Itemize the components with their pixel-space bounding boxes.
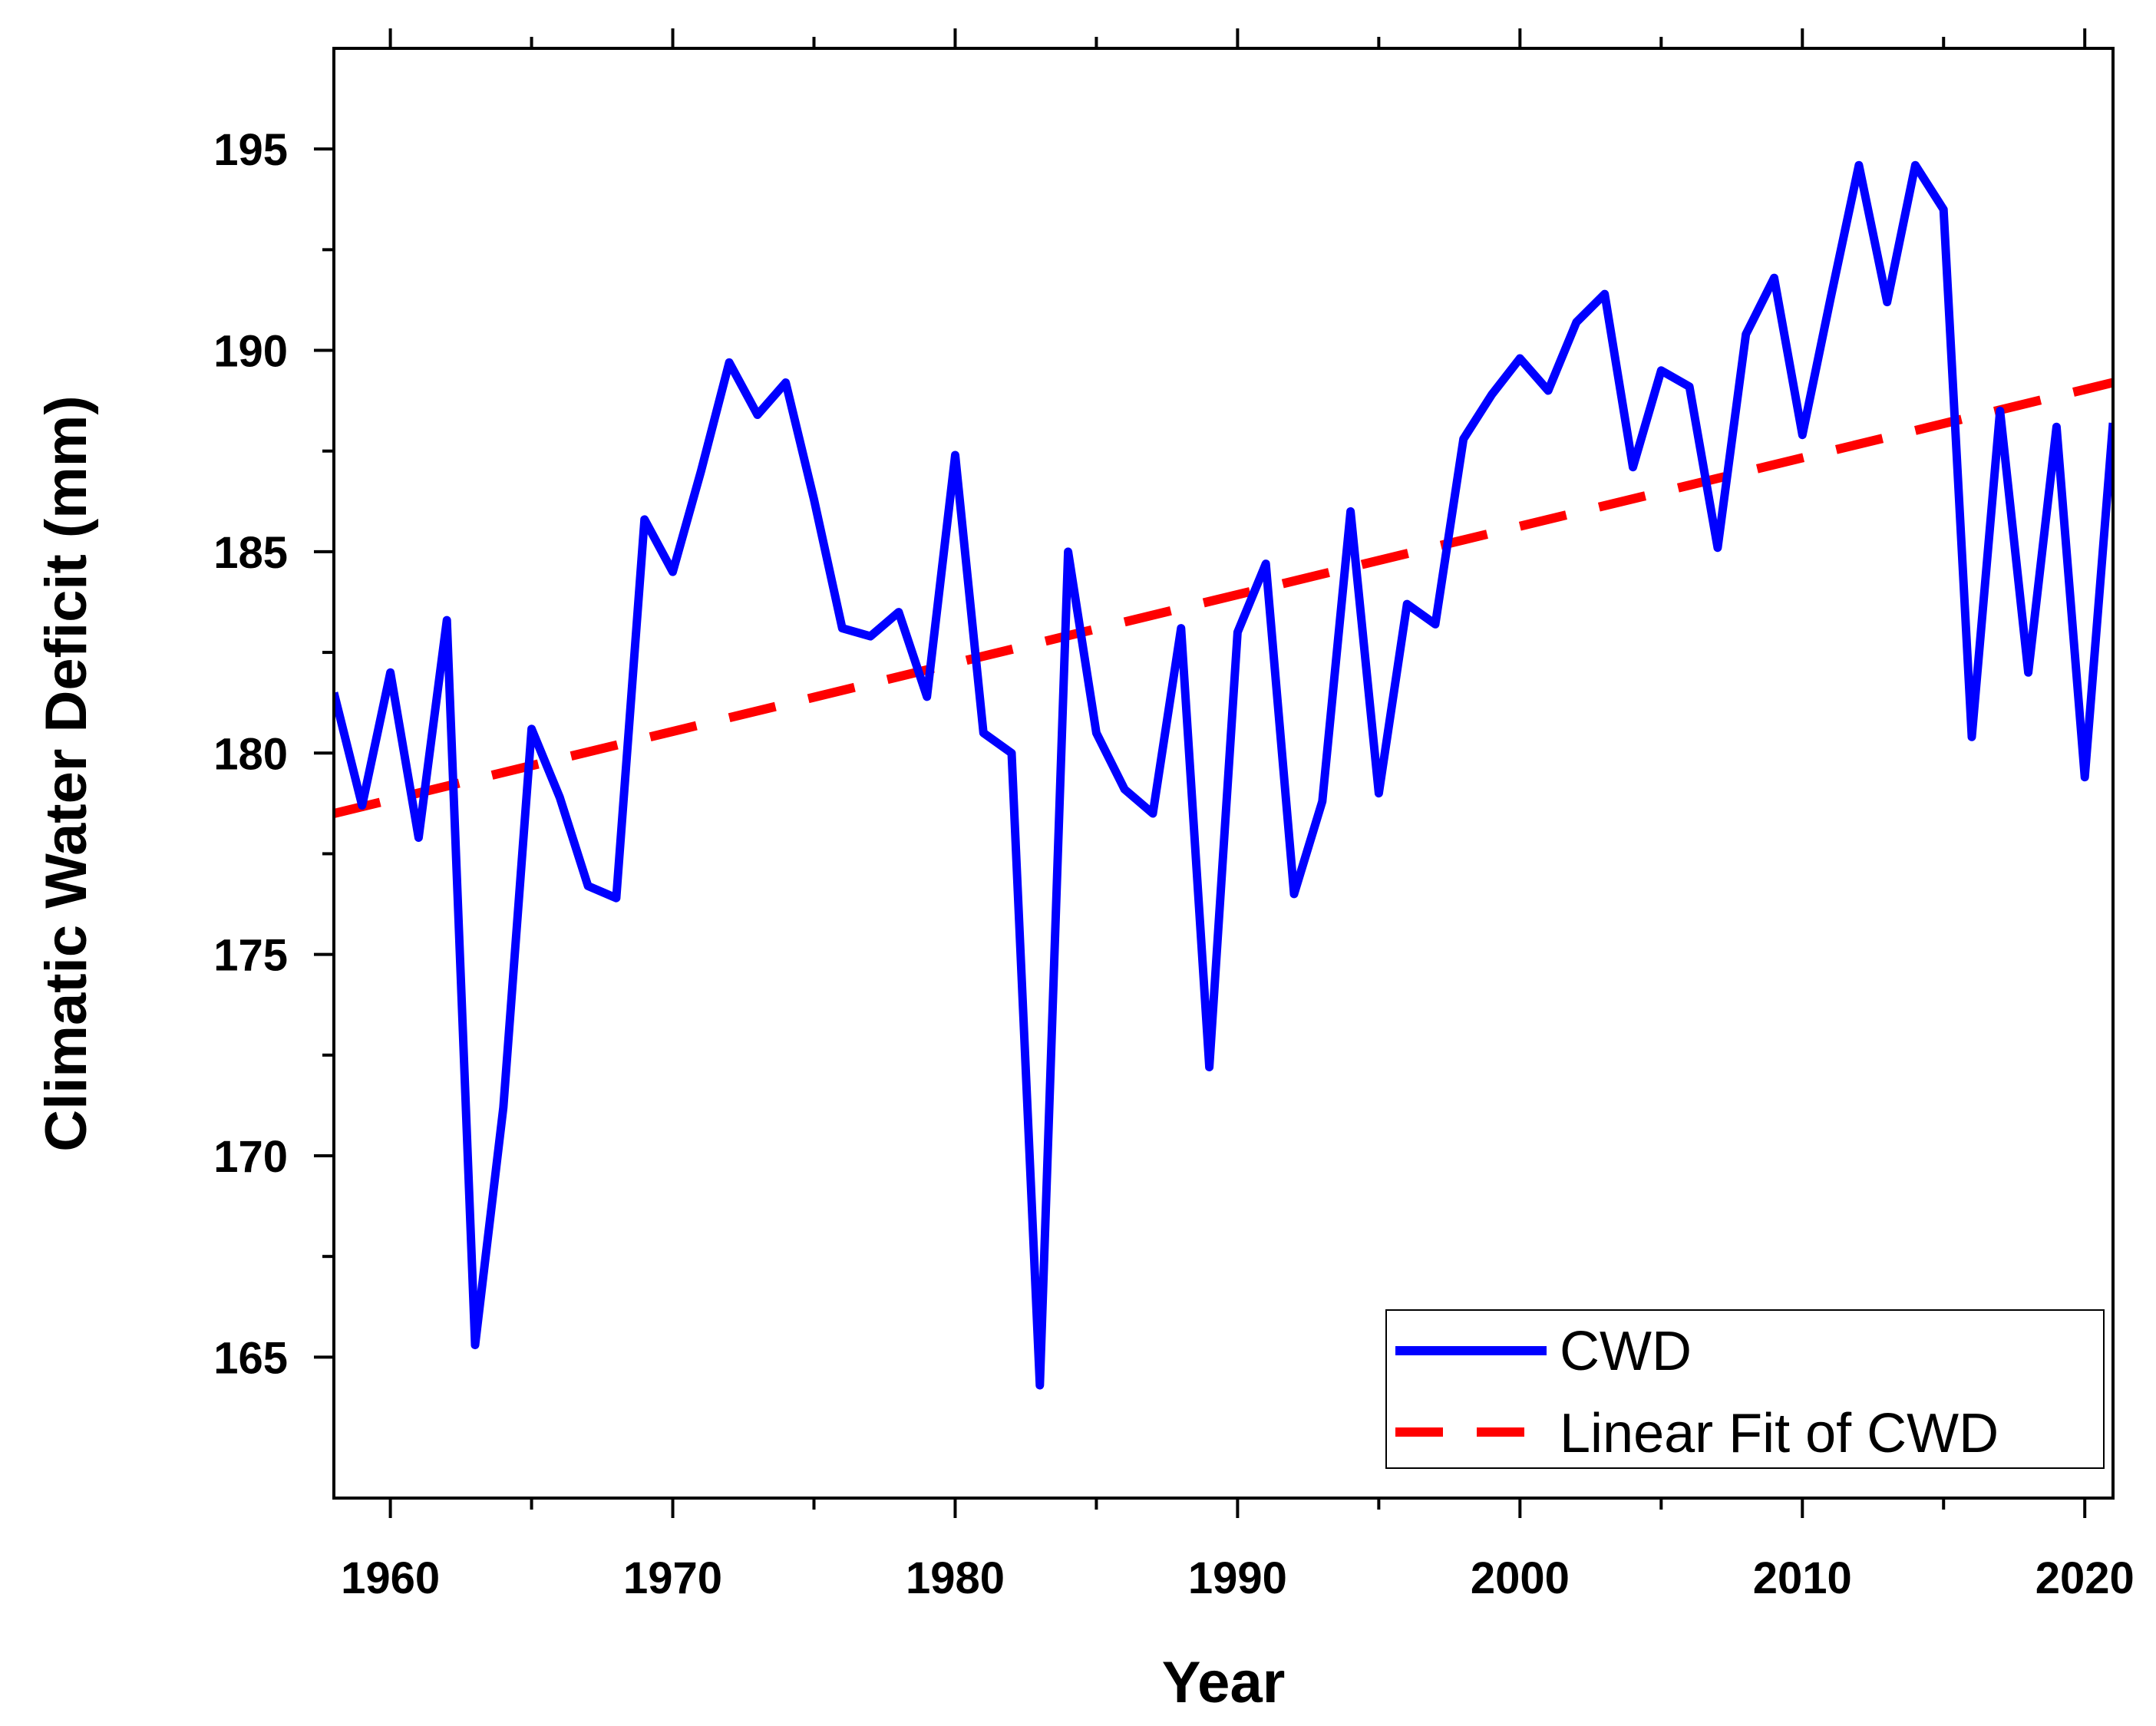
series-line-cwd	[334, 160, 2113, 1390]
y-tick-label: 175	[213, 931, 288, 981]
axis-tick-labels: 1960 1970 1980 1990 2000 2010 2020 165 170 175 180…	[213, 125, 2135, 1603]
y-tick-label: 180	[213, 729, 288, 779]
axis-ticks	[314, 28, 2087, 1518]
y-tick-label: 165	[213, 1333, 288, 1383]
legend-box	[1385, 1309, 2105, 1469]
series-line-linear-fit	[334, 378, 2113, 818]
x-tick-label: 2000	[1471, 1553, 1570, 1603]
y-axis-title: Climatic Water Deficit (mm)	[34, 395, 99, 1151]
legend-label-linear-fit: Linear Fit of CWD	[1560, 1403, 1999, 1464]
x-axis-title: Year	[1162, 1650, 1286, 1715]
plot-series	[334, 160, 2113, 1390]
y-tick-label: 190	[213, 327, 288, 377]
y-tick-label: 195	[213, 125, 288, 175]
plot-frame	[332, 47, 2115, 1500]
y-tick-label: 170	[213, 1132, 288, 1182]
x-tick-label: 2010	[1753, 1553, 1852, 1603]
x-tick-label: 1990	[1188, 1553, 1287, 1603]
y-tick-label: 185	[213, 528, 288, 578]
x-tick-label: 1960	[341, 1553, 440, 1603]
x-tick-label: 1970	[623, 1553, 722, 1603]
x-tick-label: 2020	[2035, 1553, 2135, 1603]
legend-label-cwd: CWD	[1560, 1321, 1692, 1382]
x-tick-label: 1980	[906, 1553, 1005, 1603]
legend: CWD Linear Fit of CWD	[1385, 1309, 2105, 1469]
